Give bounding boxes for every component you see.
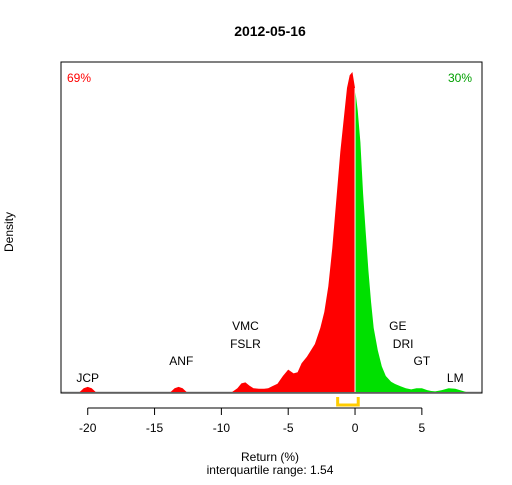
pct-negative-label: 69% bbox=[67, 71, 91, 85]
stock-label: GE bbox=[389, 319, 406, 333]
density-area bbox=[61, 72, 482, 393]
density-positive-area bbox=[355, 88, 466, 392]
x-tick-label: -5 bbox=[283, 421, 294, 435]
iqr-subtitle: interquartile range: 1.54 bbox=[207, 463, 334, 477]
stock-label: JCP bbox=[76, 371, 99, 385]
iqr-bracket-path bbox=[336, 397, 360, 407]
stock-label: LM bbox=[447, 371, 464, 385]
x-axis-label: Return (%) bbox=[241, 450, 299, 464]
x-tick-label: 0 bbox=[352, 421, 359, 435]
x-tick-label: -10 bbox=[213, 421, 231, 435]
stock-label: ANF bbox=[169, 354, 193, 368]
stock-label: FSLR bbox=[230, 337, 261, 351]
plot-frame bbox=[60, 61, 483, 394]
x-tick-label: -15 bbox=[146, 421, 164, 435]
x-axis: -20 -15 -10 -5 0 5 bbox=[79, 407, 426, 435]
y-axis-label: Density bbox=[2, 212, 16, 252]
chart-title: 2012-05-16 bbox=[234, 23, 306, 39]
density-negative-area bbox=[79, 72, 356, 392]
stock-label: GT bbox=[414, 354, 431, 368]
x-tick-label: 5 bbox=[419, 421, 426, 435]
pct-positive-label: 30% bbox=[448, 71, 472, 85]
stock-label: DRI bbox=[393, 337, 414, 351]
iqr-bracket bbox=[336, 397, 360, 407]
stock-label: VMC bbox=[232, 319, 259, 333]
x-tick-label: -20 bbox=[79, 421, 97, 435]
